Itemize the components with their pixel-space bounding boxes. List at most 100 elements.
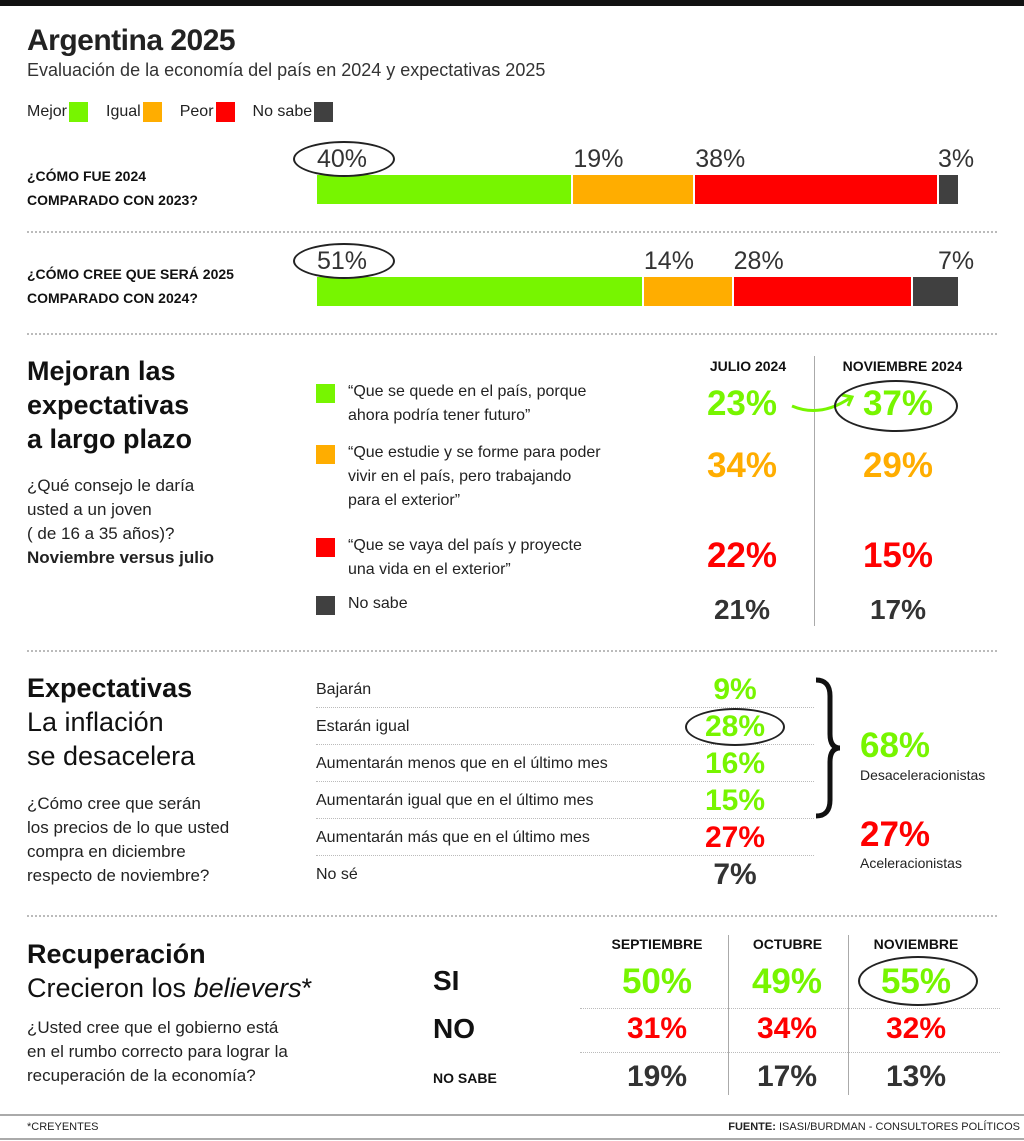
swatch-red (316, 538, 335, 557)
legend-item-no-sabe: No sabe (253, 102, 334, 122)
question-line: compra en diciembre (27, 842, 186, 861)
section-question: ¿Usted cree que el gobierno está en el r… (27, 1016, 288, 1088)
footnote: *CREYENTES (27, 1121, 99, 1133)
source-text: ISASI/BURDMAN - CONSULTORES POLÍTICOS (775, 1121, 1020, 1133)
group-label: Desaceleracionistas (860, 767, 986, 783)
option-line: “Que se vaya del país y proyecte (348, 537, 582, 554)
footer-rule (0, 1138, 1024, 1140)
subtitle-asterisk: * (301, 973, 313, 1003)
advice-option: “Que se quede en el país, porque ahora po… (348, 380, 678, 428)
bar-segment-no-sabe (913, 277, 958, 306)
divider (27, 231, 997, 233)
title-line: expectativas (27, 390, 190, 420)
value-septiembre: 31% (626, 1012, 688, 1045)
legend-swatch (142, 102, 162, 122)
question-line: COMPARADO CON 2023? (27, 192, 198, 208)
option-line: “Que se quede en el país, porque (348, 383, 587, 400)
legend-swatch (314, 102, 334, 122)
highlight-oval (858, 956, 978, 1006)
section-title-expectativas: Mejoran las expectativas a largo plazo (27, 354, 192, 456)
list-item: No sé (316, 866, 358, 883)
swatch-gray (316, 596, 335, 615)
subtitle-text: Crecieron los (27, 973, 194, 1003)
advice-option: No sabe (348, 592, 678, 616)
subtitle-italic: believers (193, 973, 302, 1003)
list-item: Aumentarán igual que en el último mes (316, 782, 814, 819)
section-title-inflacion: Expectativas (27, 673, 193, 703)
subtitle-line: se desacelera (27, 741, 196, 771)
section-subtitle: Crecieron los believers* (27, 971, 312, 1005)
group-label: Aceleracionistas (860, 855, 962, 871)
highlight-oval (685, 708, 785, 746)
legend: Mejor Igual Peor No sabe (27, 102, 334, 122)
question-line: en el rumbo correcto para lograr la (27, 1042, 288, 1061)
question-line: recuperación de la economía? (27, 1066, 256, 1085)
value-julio: 22% (706, 536, 778, 575)
value-octubre: 49% (751, 962, 823, 1001)
legend-label: Igual (106, 103, 141, 120)
option-line: ahora podría tener futuro” (348, 407, 531, 424)
column-divider (814, 356, 815, 626)
column-header-julio: JULIO 2024 (709, 358, 787, 374)
top-bar (0, 0, 1024, 6)
legend-swatch (215, 102, 235, 122)
value-noviembre: 15% (862, 536, 934, 575)
question-2024: ¿CÓMO FUE 2024 COMPARADO CON 2023? (27, 164, 198, 212)
page-title: Argentina 2025 (27, 24, 236, 57)
item-value: 28% (704, 710, 766, 743)
highlight-oval (293, 141, 395, 177)
question-line: los precios de lo que usted (27, 818, 230, 837)
legend-label: No sabe (252, 103, 313, 120)
question-line: ¿CÓMO FUE 2024 (27, 168, 147, 184)
footer-rule (0, 1114, 1024, 1116)
page-subtitle: Evaluación de la economía del país en 20… (27, 60, 546, 80)
value-septiembre: 19% (626, 1060, 688, 1093)
advice-option: “Que estudie y se forme para poder vivir … (348, 441, 678, 513)
question-line: ¿Qué consejo le daría (27, 476, 195, 495)
subtitle-line: La inflación (27, 707, 164, 737)
legend-swatch (69, 102, 89, 122)
item-value: 9% (713, 673, 757, 706)
bar-segment-peor (733, 277, 912, 306)
section-note: Noviembre versus julio (27, 548, 215, 567)
list-item: Bajarán (316, 671, 814, 708)
value-julio: 34% (706, 446, 778, 485)
bar-label: 28% (733, 247, 784, 275)
bar-label: 38% (695, 145, 746, 173)
value-noviembre: 13% (885, 1060, 947, 1093)
legend-item-peor: Peor (180, 102, 235, 122)
bar-segment-mejor (317, 175, 572, 204)
divider (27, 333, 997, 335)
advice-option: “Que se vaya del país y proyecte una vida… (348, 534, 678, 582)
value-julio: 23% (706, 384, 778, 423)
bar-label: 19% (573, 145, 624, 173)
question-line: ¿Cómo cree que serán (27, 794, 201, 813)
legend-item-igual: Igual (106, 102, 162, 122)
source: FUENTE: ISASI/BURDMAN - CONSULTORES POLÍ… (728, 1121, 1020, 1133)
item-value: 27% (704, 821, 766, 854)
group-value-desaceleracionistas: 68% (860, 726, 931, 765)
value-octubre: 34% (756, 1012, 818, 1045)
row-divider (580, 1008, 1000, 1009)
swatch-green (316, 384, 335, 403)
item-value: 15% (704, 784, 766, 817)
question-line: ¿Usted cree que el gobierno está (27, 1018, 279, 1037)
brace-icon (815, 677, 841, 819)
option-line: una vida en el exterior” (348, 561, 511, 578)
column-header-noviembre: NOVIEMBRE 2024 (842, 358, 963, 374)
stacked-bar-row: 51% 14% 28% 7% (0, 243, 1024, 307)
column-divider (848, 935, 849, 1095)
highlight-oval (834, 380, 958, 432)
bar-label: 3% (938, 145, 975, 173)
bar-label: 7% (938, 247, 975, 275)
value-noviembre: 17% (869, 594, 927, 625)
question-2025: ¿CÓMO CREE QUE SERÁ 2025 COMPARADO CON 20… (27, 262, 234, 310)
divider (27, 915, 997, 917)
bar-segment-igual (643, 277, 732, 306)
question-line: ( de 16 a 35 años)? (27, 524, 175, 543)
question-line: COMPARADO CON 2024? (27, 290, 198, 306)
column-header: OCTUBRE (752, 936, 823, 952)
value-septiembre: 50% (621, 962, 693, 1001)
legend-label: Peor (179, 103, 214, 120)
item-value: 7% (713, 858, 757, 891)
